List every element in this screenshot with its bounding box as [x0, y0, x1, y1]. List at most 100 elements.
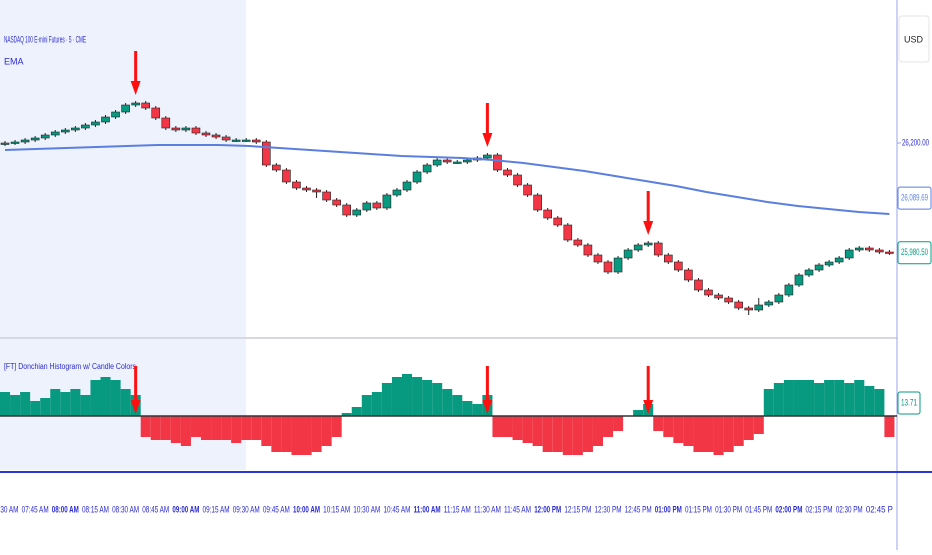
histogram-bar	[854, 380, 865, 416]
histogram-bar	[10, 395, 21, 416]
histogram-bar	[814, 383, 825, 416]
signal-arrow	[130, 366, 141, 414]
histogram-bar	[683, 416, 694, 446]
histogram-bar	[763, 389, 774, 416]
x-tick-label: 02:45 P	[866, 504, 893, 514]
x-tick-label: 02:00 PM	[775, 504, 802, 514]
candle-body	[342, 204, 352, 216]
x-tick-label: 10:15 AM	[323, 504, 350, 514]
histogram-bar	[120, 389, 131, 416]
x-tick-label: 12:30 PM	[595, 504, 622, 514]
histogram-bar	[301, 416, 312, 455]
histogram-bar	[532, 416, 543, 446]
candle-body	[653, 242, 663, 256]
candle-body	[231, 139, 241, 142]
signal-arrow	[643, 191, 654, 235]
candle-body	[292, 181, 301, 189]
currency-box	[898, 15, 930, 63]
histogram-bar	[713, 416, 724, 455]
candle-body	[684, 269, 693, 281]
candle-body	[442, 159, 452, 163]
histogram-bar	[70, 389, 81, 416]
candle-body	[643, 242, 653, 246]
candle-body	[663, 254, 673, 263]
histogram-bar	[432, 383, 443, 416]
histogram-bar	[160, 416, 171, 440]
histogram-bar	[241, 416, 252, 440]
x-tick-label: 09:30 AM	[233, 504, 260, 514]
histogram-bar	[783, 380, 794, 416]
x-tick-label: 11:00 AM	[414, 504, 441, 514]
histogram-bar	[874, 389, 885, 416]
candle-body	[272, 164, 281, 171]
candle-body	[533, 194, 542, 211]
histogram-bar	[271, 416, 282, 452]
histogram-bar	[552, 416, 563, 452]
histogram-bar	[522, 416, 533, 443]
candle-body	[422, 164, 432, 173]
candle-body	[10, 141, 20, 144]
histogram-bar	[462, 401, 473, 416]
histogram-bar	[0, 392, 11, 416]
candle-body	[824, 261, 834, 266]
x-tick-label: 12:00 PM	[534, 504, 561, 514]
histogram-bar	[653, 416, 664, 431]
signal-arrow	[643, 366, 654, 414]
candle-body	[593, 254, 603, 263]
x-tick-label: 10:00 AM	[293, 504, 320, 514]
candle-body	[794, 274, 804, 286]
histogram-bar	[281, 416, 292, 452]
indicator-tag	[897, 391, 921, 415]
histogram-bar	[492, 416, 503, 437]
histogram-bar	[261, 416, 272, 446]
candle-body	[613, 257, 623, 273]
candle-body	[322, 191, 331, 201]
ema-legend: EMA	[4, 56, 24, 66]
x-tick-label: 01:15 PM	[685, 504, 712, 514]
candle-body	[261, 141, 271, 166]
histogram-bar	[743, 416, 754, 440]
candle-body	[573, 239, 583, 246]
histogram-bar	[884, 416, 895, 437]
candle-body	[674, 261, 683, 271]
candle-body	[121, 104, 130, 113]
signal-arrow	[482, 366, 493, 414]
candle-body	[352, 209, 362, 216]
histogram-bar	[442, 389, 453, 416]
x-tick-label: 07:30 AM	[0, 504, 19, 514]
candle-body	[312, 189, 321, 193]
x-tick-label: 02:30 PM	[836, 504, 863, 514]
price-tag	[897, 241, 932, 265]
candle-body	[60, 129, 70, 133]
candle-body	[704, 289, 713, 296]
price-tag-label: 26,089.69	[901, 193, 928, 203]
candle-body	[462, 159, 472, 163]
candle-body	[211, 134, 221, 138]
candle-body	[171, 127, 181, 131]
candle-body	[302, 187, 311, 191]
candle-body	[513, 174, 522, 186]
histogram-bar	[221, 416, 232, 440]
histogram-bar	[110, 380, 121, 416]
candle-body	[251, 139, 261, 143]
histogram-bar	[231, 416, 242, 443]
x-tick-label: 02:15 PM	[806, 504, 833, 514]
histogram-bar	[60, 392, 71, 416]
histogram-bar	[512, 416, 523, 440]
candle-body	[493, 154, 502, 171]
histogram-bar	[753, 416, 764, 434]
x-tick-label: 08:30 AM	[112, 504, 139, 514]
histogram-bar	[773, 383, 784, 416]
histogram-bar	[723, 416, 734, 452]
histogram-bar	[693, 416, 704, 452]
x-tick-label: 01:30 PM	[715, 504, 742, 514]
candle-body	[372, 202, 382, 209]
histogram-bar	[452, 395, 463, 416]
candle-body	[714, 294, 723, 299]
candle-body	[854, 247, 864, 251]
candle-body	[20, 139, 30, 143]
candle-body	[744, 307, 754, 311]
candle-body	[784, 284, 794, 296]
signal-arrow	[130, 51, 141, 95]
